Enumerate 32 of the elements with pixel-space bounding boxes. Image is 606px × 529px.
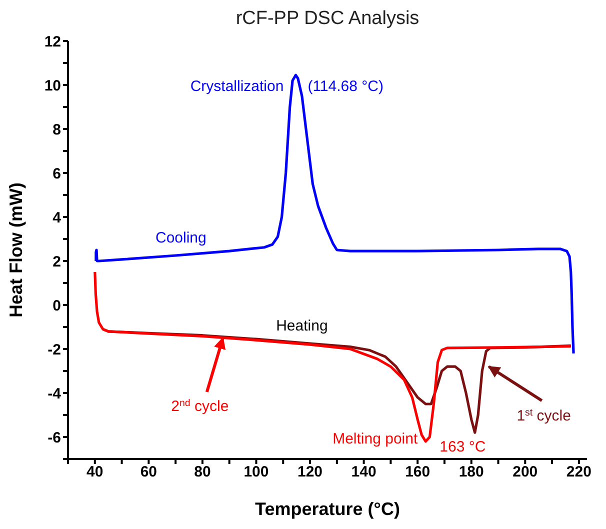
x-tick-label: 100: [244, 464, 269, 481]
y-tick-label: 6: [52, 165, 61, 182]
y-axis-title: Heat Flow (mW): [6, 182, 26, 318]
x-tick-label: 160: [405, 464, 430, 481]
y-tick-label: 4: [52, 209, 62, 226]
annotation: Heating: [276, 318, 328, 334]
y-tick-label: -4: [48, 385, 62, 402]
annotation: (114.68 °C): [308, 78, 384, 96]
annotation: 1$^{st}$ cycle: [516, 407, 571, 425]
x-tick-label: 180: [458, 464, 484, 481]
y-tick-label: 8: [52, 121, 61, 138]
x-tick-label: 60: [140, 464, 158, 481]
x-tick-label: 140: [351, 464, 376, 481]
y-tick-label: 10: [44, 77, 61, 94]
chart-title: rCF-PP DSC Analysis: [236, 8, 420, 29]
y-tick-label: 12: [44, 33, 61, 50]
annotation: Crystallization: [190, 78, 284, 96]
x-axis-title: Temperature (°C): [255, 499, 400, 519]
x-tick-label: 40: [86, 464, 104, 481]
x-tick-label: 220: [566, 464, 592, 481]
annotation: 2$^{nd}$ cycle: [171, 398, 229, 415]
y-tick-label: -2: [48, 341, 61, 358]
line-series: [94, 74, 575, 355]
annotation: 163 °C: [440, 438, 486, 456]
annotation: Melting point: [332, 430, 418, 448]
x-tick-label: 200: [512, 464, 538, 481]
y-tick-label: -6: [48, 429, 61, 446]
annotation: Cooling: [156, 230, 206, 246]
x-tick-label: 120: [298, 464, 323, 481]
y-tick-label: 0: [52, 297, 61, 314]
x-tick-label: 80: [194, 464, 211, 481]
y-tick-label: 2: [52, 253, 61, 270]
